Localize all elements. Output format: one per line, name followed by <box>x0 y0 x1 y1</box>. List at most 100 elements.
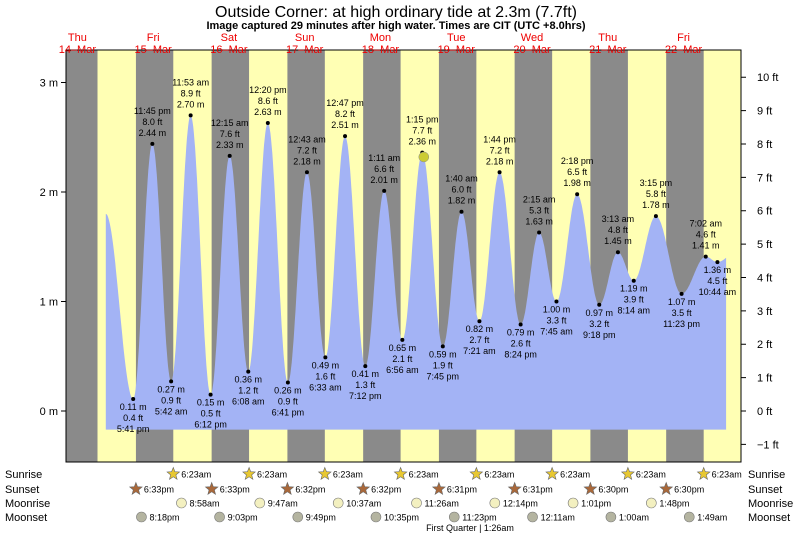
tide-point <box>537 230 542 235</box>
tide-label: 0.9 ft <box>278 397 299 407</box>
tide-label: 6.0 ft <box>451 185 472 195</box>
tide-point <box>131 396 136 401</box>
tide-point <box>631 278 636 283</box>
tide-label: 3.2 ft <box>589 319 610 329</box>
tide-label: 7:12 pm <box>349 391 382 401</box>
sunset-time: 6:31pm <box>523 485 553 495</box>
tide-label: 7.2 ft <box>297 145 318 155</box>
right-tick-label: 0 ft <box>757 406 772 418</box>
tide-label: 5.3 ft <box>529 206 550 216</box>
sunrise-star-icon <box>242 466 256 480</box>
tide-label: 0.36 m <box>235 375 263 385</box>
tide-label: 8.2 ft <box>335 109 356 119</box>
tide-label: 0.9 ft <box>161 395 182 405</box>
row-label-right: Moonrise <box>748 498 793 510</box>
day-name: Wed <box>521 32 543 44</box>
right-tick-label: 4 ft <box>757 272 772 284</box>
sunset-star-icon <box>356 481 371 495</box>
sunset-time: 6:31pm <box>447 485 477 495</box>
tide-label: 4.5 ft <box>707 276 728 286</box>
tide-label: 3.5 ft <box>672 308 693 318</box>
sunrise-star-icon <box>393 466 408 480</box>
tide-label: 0.4 ft <box>123 413 144 423</box>
row-label-right: Moonset <box>748 512 790 524</box>
day-name: Thu <box>598 32 617 44</box>
tide-label: 7.2 ft <box>490 145 511 155</box>
tide-label: 1.00 m <box>543 305 571 315</box>
tide-label: 0.97 m <box>585 308 613 318</box>
sunrise-time: 6:23am <box>409 470 439 480</box>
tide-label: 12:15 am <box>211 118 249 128</box>
sunset-time: 6:30pm <box>598 485 628 495</box>
day-date: 14–Mar <box>59 44 97 56</box>
tide-point <box>382 188 387 193</box>
tide-label: 2.18 m <box>293 156 321 166</box>
tide-label: 0.65 m <box>389 343 417 353</box>
tide-label: 7.7 ft <box>412 126 433 136</box>
tide-label: 5:42 am <box>155 406 188 416</box>
tide-label: 7:45 pm <box>427 371 460 381</box>
tide-point <box>400 337 405 342</box>
moonset-moon-icon <box>370 511 382 523</box>
tide-label: 1.45 m <box>604 236 632 246</box>
moonrise-moon-icon <box>567 497 579 509</box>
tide-point <box>477 319 482 324</box>
moonset-time: 1:00am <box>619 513 649 523</box>
tide-point <box>679 291 684 296</box>
sunrise-star-icon <box>620 466 635 480</box>
moonset-time: 11:23pm <box>462 513 496 523</box>
right-tick-label: 2 ft <box>757 339 772 351</box>
tide-label: 5.8 ft <box>646 189 667 199</box>
tide-label: 8.9 ft <box>181 88 202 98</box>
day-name: Mon <box>370 32 391 44</box>
row-label-right: Sunset <box>748 484 782 496</box>
tide-label: 2.7 ft <box>469 335 490 345</box>
sunrise-star-icon <box>317 466 332 480</box>
tide-label: 1.6 ft <box>315 371 336 381</box>
tide-point <box>597 302 602 307</box>
tide-label: 2.36 m <box>409 137 437 147</box>
moonrise-time: 12:14pm <box>503 499 538 509</box>
tide-point <box>518 322 523 327</box>
tide-label: 10:44 am <box>699 287 737 297</box>
moonset-moon-icon <box>527 511 538 523</box>
tide-label: 1.2 ft <box>238 386 259 396</box>
day-name: Sun <box>295 32 315 44</box>
sunrise-time: 6:23am <box>333 470 363 480</box>
tide-point <box>615 250 620 255</box>
tide-label: 1.19 m <box>620 284 648 294</box>
day-date: 16–Mar <box>210 44 248 56</box>
tide-label: 6:41 pm <box>272 408 305 418</box>
tide-label: 6:56 am <box>386 365 419 375</box>
right-tick-label: 9 ft <box>757 106 772 118</box>
tide-label: 1:44 pm <box>483 134 516 144</box>
right-tick-label: 10 ft <box>757 72 778 84</box>
tide-point <box>169 379 174 384</box>
moonrise-time: 1:01pm <box>581 499 611 509</box>
sunset-time: 6:32pm <box>371 485 401 495</box>
row-label-left: Sunrise <box>5 469 42 481</box>
tide-point <box>715 260 720 265</box>
day-name: Fri <box>147 32 160 44</box>
tide-label: 3.9 ft <box>624 295 645 305</box>
chart-title: Outside Corner: at high ordinary tide at… <box>215 4 577 21</box>
row-label-left: Moonrise <box>5 498 50 510</box>
tide-label: 8.0 ft <box>142 117 163 127</box>
tide-point <box>575 192 580 197</box>
tide-label: 11:53 am <box>172 77 209 87</box>
sunset-time: 6:32pm <box>295 485 325 495</box>
tide-label: 11:23 pm <box>663 319 700 329</box>
tide-point <box>208 392 213 397</box>
tide-curve-area <box>105 115 727 430</box>
sunrise-time: 6:23am <box>257 470 287 480</box>
tide-label: 0.49 m <box>312 360 340 370</box>
moonset-moon-icon <box>448 511 460 523</box>
sunset-star-icon <box>128 481 143 495</box>
right-tick-label: 5 ft <box>757 239 772 251</box>
day-date: 20–Mar <box>513 44 551 56</box>
right-tick-label: 3 ft <box>757 306 772 318</box>
moonrise-moon-icon <box>176 497 187 509</box>
tide-label: 3:13 am <box>602 214 635 224</box>
tide-label: 7:45 am <box>540 327 573 337</box>
